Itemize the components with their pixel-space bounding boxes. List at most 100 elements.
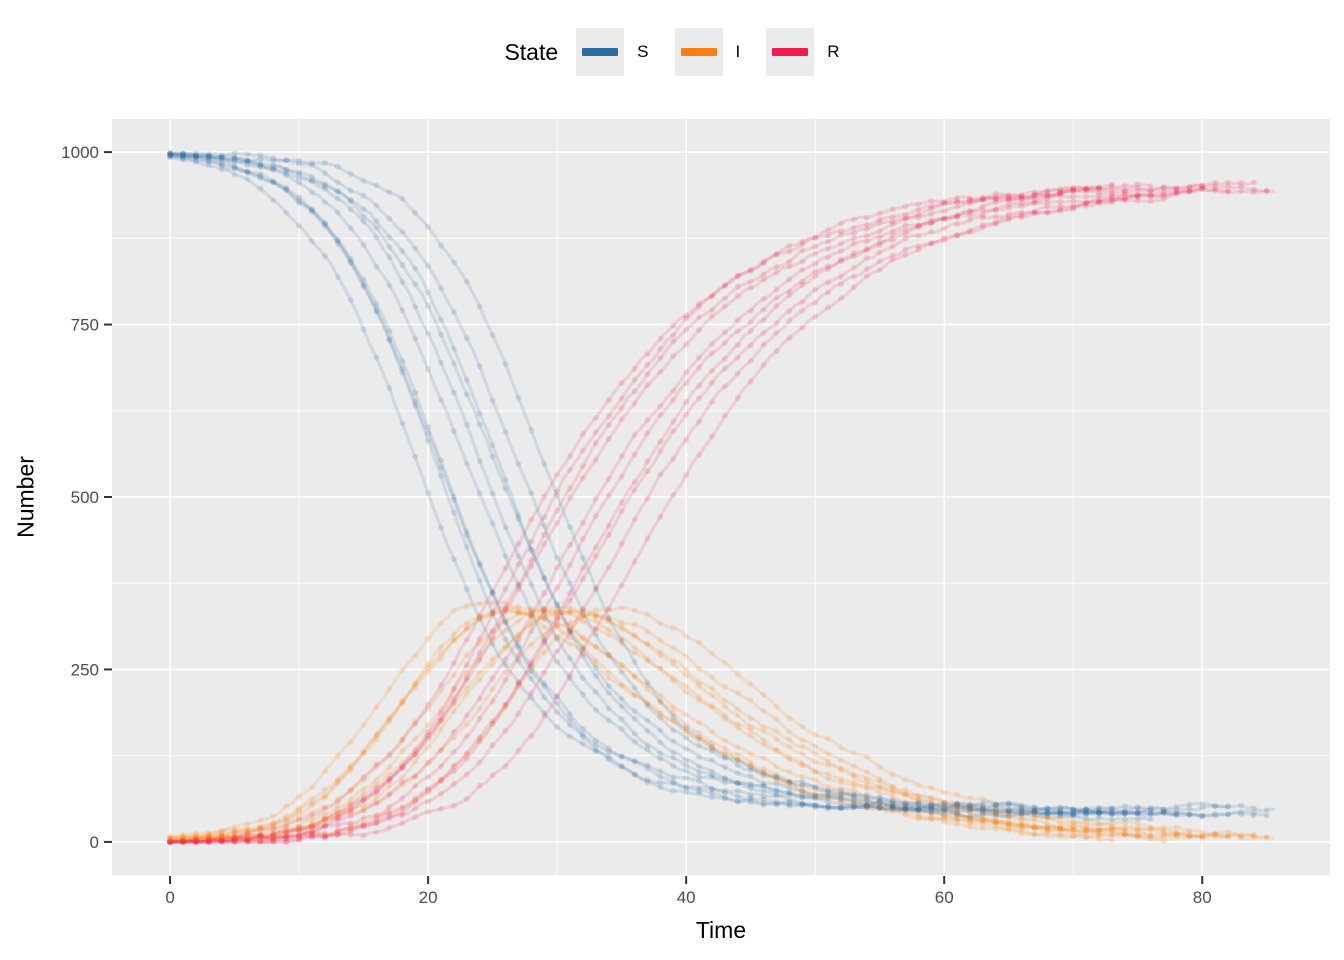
series-point-i: [1160, 838, 1167, 844]
series-point-s: [476, 577, 483, 584]
series-point-r: [941, 200, 948, 206]
series-point-r: [205, 838, 212, 845]
series-point-s: [1031, 807, 1038, 814]
series-point-s: [515, 394, 522, 401]
series-point-r: [463, 712, 470, 719]
series-point-s: [889, 802, 896, 809]
series-point-s: [528, 547, 535, 554]
series-point-s: [244, 157, 251, 164]
series-point-i: [825, 751, 832, 758]
series-point-s: [270, 178, 277, 185]
series-point-s: [1083, 806, 1090, 813]
series-point-i: [1005, 819, 1012, 826]
series-point-i: [1096, 836, 1102, 843]
series-point-s: [270, 179, 277, 186]
series-point-s: [812, 792, 819, 799]
series-point-s: [180, 153, 186, 160]
series-point-s: [773, 787, 780, 794]
series-point-r: [721, 282, 728, 289]
series-point-i: [541, 615, 548, 622]
series-point-r: [1134, 192, 1141, 199]
series-point-i: [979, 825, 986, 832]
series-point-s: [992, 808, 999, 815]
series-point-i: [670, 718, 677, 725]
series-point-i: [889, 771, 896, 778]
series-point-r: [1173, 190, 1180, 197]
series-point-r: [721, 412, 728, 419]
series-point-i: [889, 793, 896, 800]
series-point-r: [425, 787, 432, 794]
series-point-s: [928, 806, 935, 813]
series-point-i: [321, 768, 328, 774]
series-point-r: [283, 829, 290, 836]
series-point-r: [373, 816, 380, 823]
series-point-r: [1238, 179, 1244, 186]
series-point-i: [631, 607, 638, 614]
series-point-r: [670, 418, 677, 425]
series-point-s: [567, 722, 573, 729]
series-point-i: [954, 811, 961, 817]
series-point-r: [567, 597, 573, 604]
series-point-r: [1134, 194, 1141, 201]
series-point-r: [773, 251, 780, 258]
series-point-s: [928, 801, 935, 808]
series-point-i: [902, 790, 909, 797]
series-point-s: [696, 734, 703, 741]
series-point-r: [296, 831, 303, 838]
series-line-r: [168, 195, 1140, 844]
series-point-s: [334, 179, 341, 186]
series-point-i: [1147, 825, 1154, 832]
series-point-i: [321, 811, 328, 818]
series-point-r: [721, 339, 728, 346]
series-point-s: [1018, 808, 1025, 815]
series-point-i: [747, 759, 754, 766]
series-point-i: [192, 834, 199, 841]
series-point-r: [489, 698, 496, 705]
series-point-s: [244, 168, 251, 175]
series-point-i: [425, 722, 432, 728]
series-point-r: [979, 203, 986, 210]
series-point-r: [1018, 209, 1025, 216]
series-point-r: [218, 836, 225, 843]
series-point-s: [850, 799, 857, 806]
series-point-i: [889, 806, 896, 813]
series-point-r: [257, 832, 264, 839]
series-point-r: [296, 824, 303, 831]
series-point-i: [489, 661, 496, 668]
series-point-r: [631, 400, 638, 407]
series-point-s: [876, 794, 883, 801]
series-point-r: [825, 289, 832, 296]
series-point-r: [644, 458, 651, 465]
series-point-r: [902, 215, 909, 222]
series-point-r: [347, 824, 354, 831]
series-point-r: [1031, 199, 1038, 206]
series-point-r: [850, 253, 857, 260]
series-point-s: [941, 800, 948, 807]
series-point-i: [438, 644, 444, 650]
series-point-r: [863, 233, 870, 239]
series-point-i: [528, 641, 535, 648]
series-point-s: [334, 237, 341, 244]
series-point-i: [683, 711, 690, 718]
series-point-r: [1005, 196, 1012, 203]
series-point-r: [180, 838, 186, 845]
series-point-r: [1096, 185, 1102, 192]
series-point-i: [296, 793, 303, 800]
series-point-s: [489, 442, 496, 449]
series-point-i: [644, 686, 651, 693]
series-point-s: [773, 800, 780, 807]
series-point-i: [683, 683, 690, 690]
series-point-r: [502, 656, 509, 663]
series-point-i: [915, 792, 922, 799]
series-point-i: [399, 667, 406, 674]
series-point-r: [1147, 193, 1154, 200]
series-point-r: [425, 798, 432, 805]
series-point-s: [786, 796, 793, 803]
series-point-s: [941, 811, 948, 818]
series-point-r: [257, 838, 264, 845]
series-point-s: [1212, 810, 1219, 817]
legend-key-r-swatch: [772, 48, 809, 56]
series-point-s: [528, 668, 535, 675]
series-point-r: [1186, 183, 1193, 190]
series-point-r: [309, 829, 315, 836]
